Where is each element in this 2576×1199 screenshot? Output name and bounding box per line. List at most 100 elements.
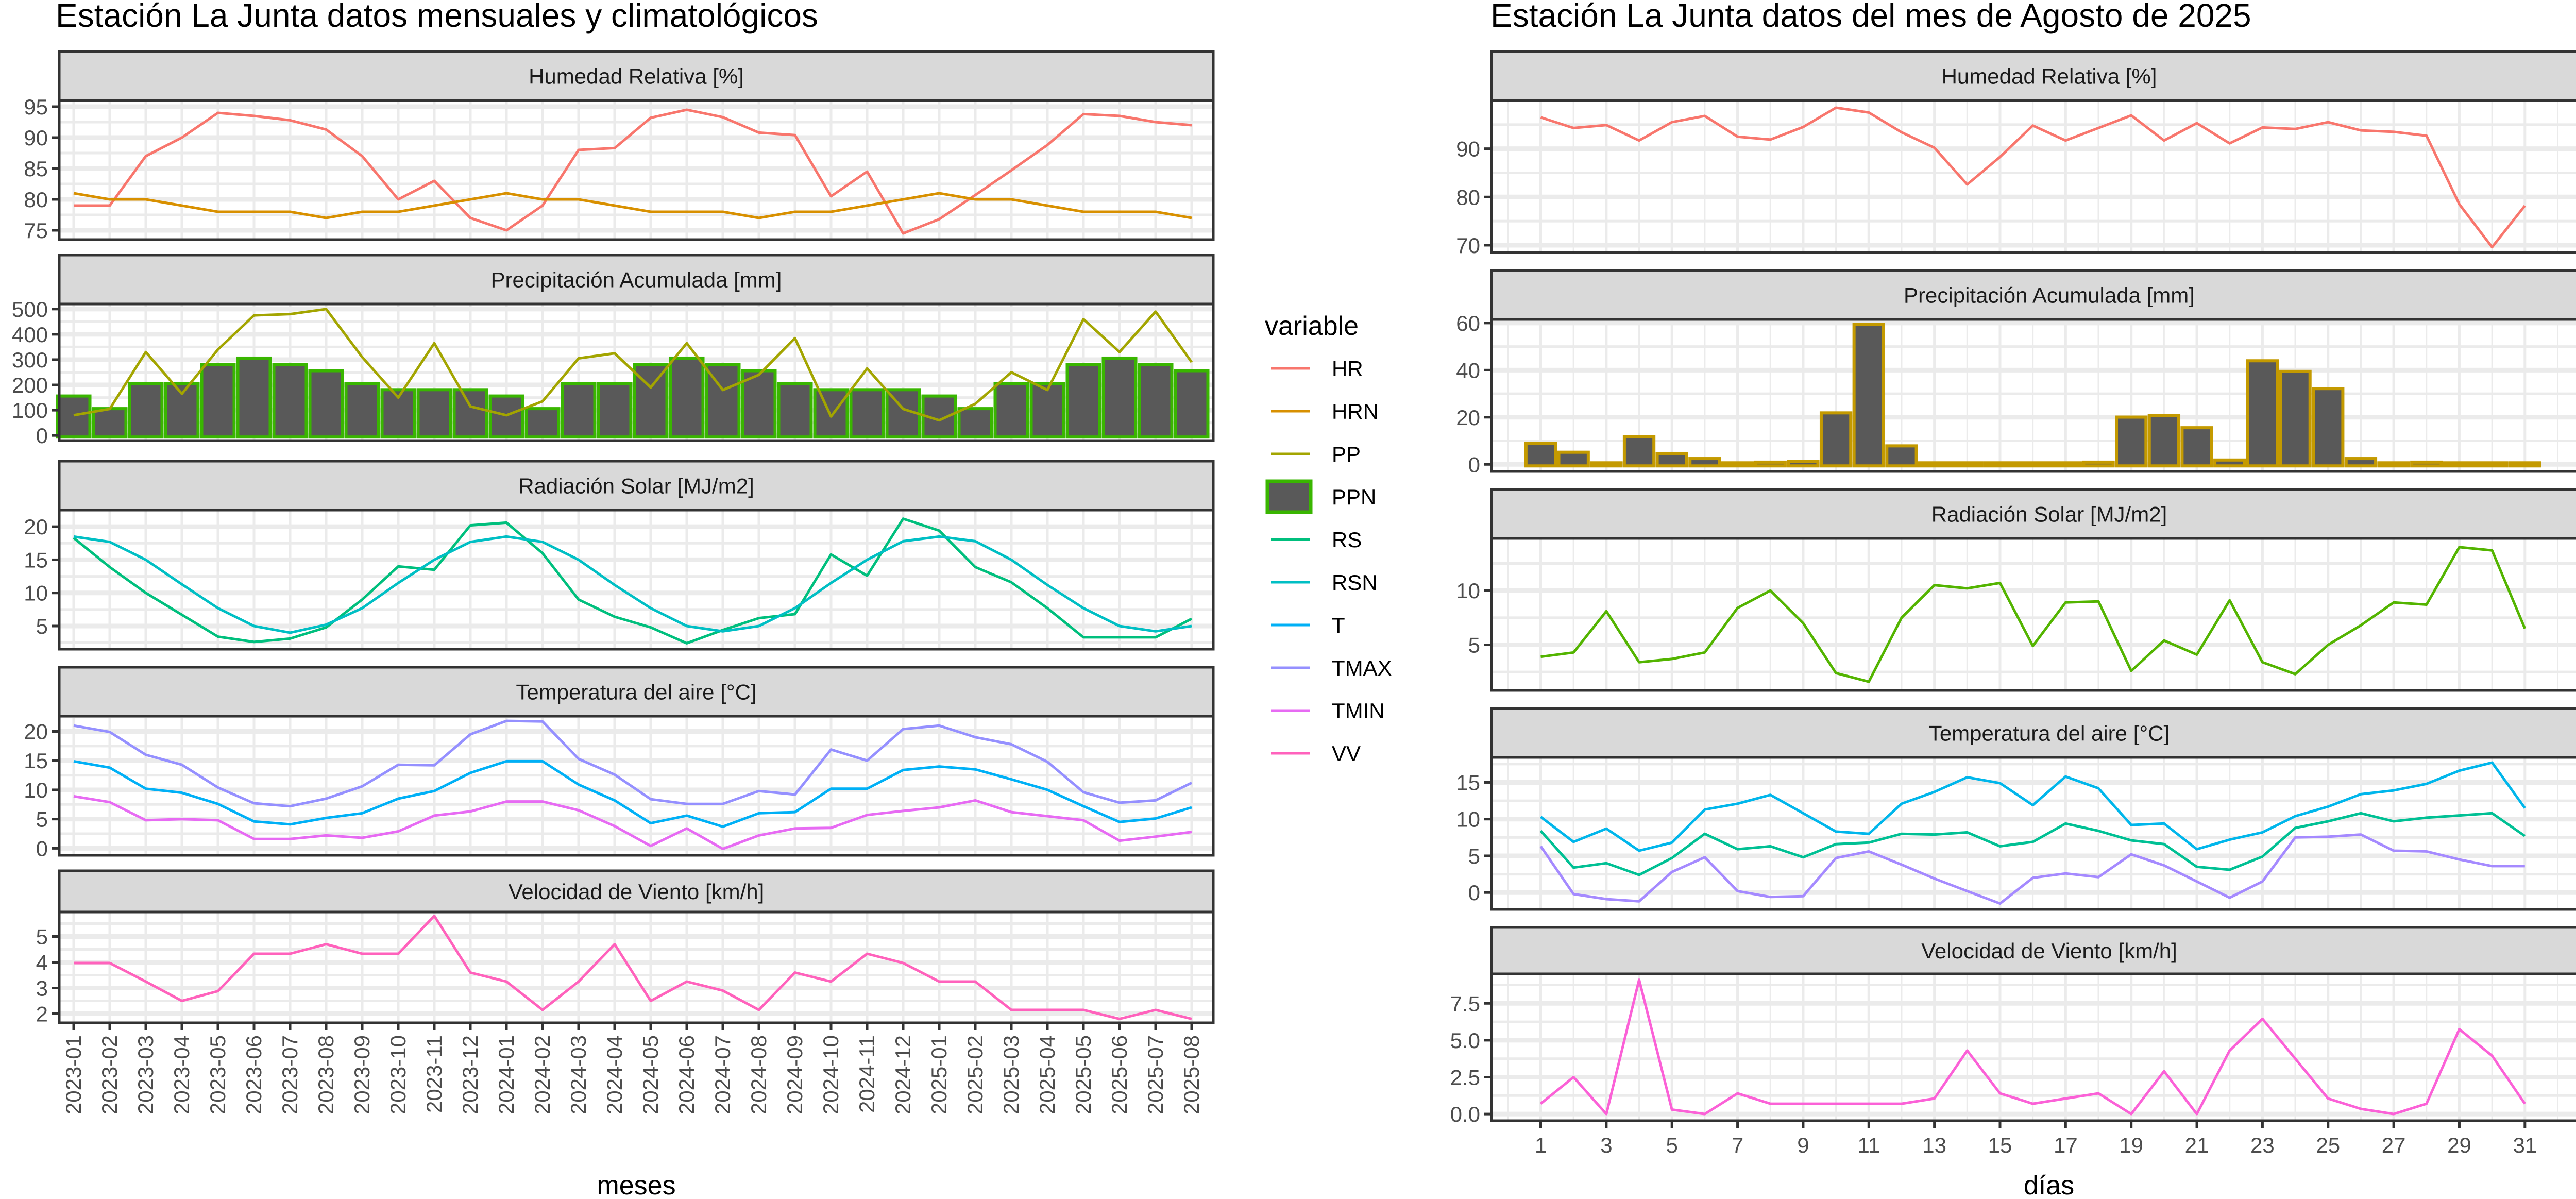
bar-ppn-9	[344, 382, 380, 439]
legend-item-tmin: TMIN	[1271, 699, 1385, 723]
panel-strip-label: Temperatura del aire [°C]	[516, 680, 756, 704]
legend-item-pp: PP	[1271, 442, 1361, 466]
x-tick-label: 2025-04	[1035, 1035, 1059, 1114]
bar-pp-13	[1918, 461, 1951, 468]
y-tick-label: 100	[12, 398, 48, 423]
panel-radiaci-n-solar-mj-m2: Radiación Solar [MJ/m2] 5 10 15 20	[24, 460, 1215, 651]
panel-strip	[58, 666, 1215, 718]
y-tick-label: 3	[36, 976, 48, 1001]
x-tick-label: 2024-09	[783, 1035, 807, 1114]
plot-border	[1490, 99, 2576, 254]
bar-pp-8	[1754, 460, 1787, 468]
y-tick-label: 7.5	[1450, 991, 1480, 1016]
legend-key-swatch	[1265, 479, 1313, 514]
y-tick-label: 400	[12, 323, 48, 347]
bar-pp-2	[1557, 450, 1590, 468]
x-tick-label: 2023-05	[206, 1035, 230, 1114]
panel-precipitaci-n-acumulada-mm: Precipitación Acumulada [mm] 010020030040…	[12, 254, 1215, 448]
panel-strip-label: Humedad Relativa [%]	[529, 64, 744, 89]
plot-background	[59, 912, 1213, 1023]
bar-ppn-29	[1065, 363, 1101, 439]
y-tick-label: 0	[1468, 881, 1480, 905]
x-tick-label: 27	[2382, 1133, 2406, 1157]
plot-border	[1490, 537, 2576, 692]
x-tick-label: 2023-07	[278, 1035, 302, 1114]
line-vv	[74, 915, 1192, 1020]
bar-ppn-2	[92, 407, 128, 439]
bar-ppn-27	[993, 382, 1029, 439]
panel-velocidad-de-viento-km-h: Velocidad de Viento [km/h] 0.0 2.5 5.0 7.5	[1450, 926, 2576, 1126]
bar-pp-26	[2344, 457, 2378, 468]
bar-pp-10	[1819, 411, 1853, 468]
x-tick-label: 2023-06	[242, 1035, 266, 1114]
bar-ppn-21	[777, 382, 813, 439]
legend-item-hrn: HRN	[1271, 399, 1379, 424]
legend-label: TMAX	[1332, 656, 1392, 680]
legend-label: PP	[1332, 442, 1361, 466]
legend-label: RSN	[1332, 570, 1378, 595]
bar-pp-24	[2279, 369, 2312, 468]
bar-ppn-26	[957, 407, 993, 439]
panel-precipitaci-n-acumulada-mm: Precipitación Acumulada [mm] 0 20 40 60	[1456, 269, 2576, 477]
x-tick-label: 25	[2316, 1133, 2340, 1157]
bar-pp-12	[1885, 444, 1918, 468]
x-tick-label: 2025-08	[1179, 1035, 1204, 1114]
x-tick-label: 2024-05	[638, 1035, 663, 1114]
plot-border	[1490, 972, 2576, 1122]
y-tick-label: 2	[36, 1002, 48, 1026]
panel-humedad-relativa: Humedad Relativa [%] 75 80 85 90 95	[24, 50, 1215, 243]
bar-pp-20	[2147, 414, 2181, 468]
y-tick-label: 0	[36, 424, 48, 448]
y-tick-label: 500	[12, 297, 48, 322]
y-tick-label: 90	[1456, 137, 1480, 161]
panel-strip	[58, 869, 1215, 914]
y-tick-label: 80	[24, 188, 48, 212]
x-tick-label: 2024-06	[674, 1035, 699, 1114]
x-tick-label: 7	[1732, 1133, 1743, 1157]
bar-ppn-22	[813, 388, 849, 439]
x-tick-label: 2023-03	[133, 1035, 158, 1114]
x-tick-label: 5	[1666, 1133, 1678, 1157]
bar-pp-5	[1655, 451, 1688, 468]
bar-pp-22	[2213, 458, 2246, 468]
bar-pp-18	[2082, 460, 2115, 468]
panel-strip	[58, 254, 1215, 306]
bar-pp-4	[1622, 435, 1656, 468]
bar-pp-27	[2377, 461, 2410, 468]
y-tick-label: 200	[12, 373, 48, 397]
panel-strip-label: Precipitación Acumulada [mm]	[1904, 283, 2195, 308]
y-tick-label: 2.5	[1450, 1066, 1480, 1090]
line-tmax	[73, 719, 1193, 808]
x-tick-label: 19	[2119, 1133, 2143, 1157]
bar-ppn-7	[272, 363, 308, 439]
x-tick-label: 2023-02	[97, 1035, 122, 1114]
bar-ppn-5	[200, 363, 236, 439]
line-hr	[74, 108, 1192, 235]
x-tick-label: 2024-08	[747, 1035, 771, 1114]
y-tick-label: 90	[24, 126, 48, 150]
plot-background	[1492, 100, 2576, 252]
bar-pp-31	[2509, 461, 2541, 468]
line-rsn	[73, 535, 1192, 634]
panel-temperatura-del-aire-c: Temperatura del aire [°C] 0 5 10 15 20	[24, 666, 1215, 860]
y-tick-label: 0	[36, 836, 48, 860]
y-tick-label: 5	[1468, 633, 1480, 657]
legend-item-hr: HR	[1271, 357, 1363, 381]
y-tick-label: 15	[1456, 770, 1480, 795]
legend-item-ppn: PPN	[1265, 479, 1376, 514]
x-tick-label: 2024-02	[530, 1035, 554, 1114]
x-axis-title-monthly: meses	[597, 1171, 675, 1199]
bar-ppn-14	[524, 407, 561, 439]
x-tick-label: 11	[1857, 1133, 1880, 1157]
x-tick-label: 2024-03	[566, 1035, 590, 1114]
panel-radiaci-n-solar-mj-m2: Radiación Solar [MJ/m2] 5 10	[1456, 488, 2576, 692]
legend-label: HRN	[1332, 399, 1379, 424]
x-tick-label: 2025-06	[1107, 1035, 1131, 1114]
x-tick-label: 2023-12	[458, 1035, 482, 1114]
bar-ppn-1	[56, 394, 92, 439]
x-tick-label: 2023-04	[170, 1035, 194, 1114]
x-tick-label: 21	[2185, 1133, 2209, 1157]
x-tick-label: 2024-07	[710, 1035, 735, 1114]
bar-pp-3	[1590, 461, 1623, 468]
legend-label: T	[1332, 613, 1345, 637]
